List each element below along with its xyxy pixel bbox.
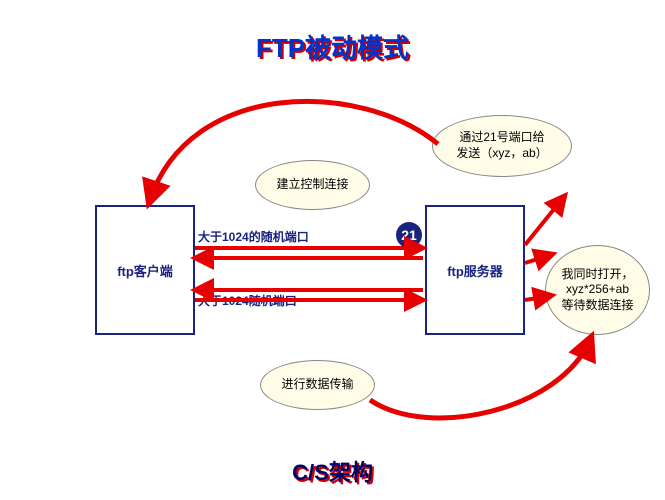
ftp-server-label: ftp服务器 [447,261,503,280]
diagram-title-bottom: C/S架构 [0,455,665,487]
ellipse-data-text: 进行数据传输 [281,377,353,393]
ellipse-wait-connection: 我同时打开， xyz*256+ab 等待数据连接 [545,245,650,335]
ftp-server-node: ftp服务器 [425,205,525,335]
ellipse-wait-line3: 等待数据连接 [561,298,633,314]
ftp-client-label: ftp客户端 [117,261,173,280]
ftp-client-node: ftp客户端 [95,205,195,335]
ellipse-send-port21: 通过21号端口给 发送（xyz，ab） [432,115,572,177]
ellipse-wait-line1: 我同时打开， [561,267,633,283]
ellipse-send-line1: 通过21号端口给 [459,130,544,146]
ellipse-control-connection: 建立控制连接 [255,160,370,210]
port-21-badge: 21 [396,222,422,248]
ellipse-control-text: 建立控制连接 [276,177,348,193]
conn-label-top: 大于1024的随机端口 [198,228,309,245]
ellipse-data-transfer: 进行数据传输 [260,360,375,410]
ellipse-wait-line2: xyz*256+ab [566,282,629,298]
ellipse-send-line2: 发送（xyz，ab） [456,146,547,162]
diagram-title-top: FTP被动模式 [0,28,665,65]
conn-label-bottom: 大于1024随机端口 [198,292,297,309]
